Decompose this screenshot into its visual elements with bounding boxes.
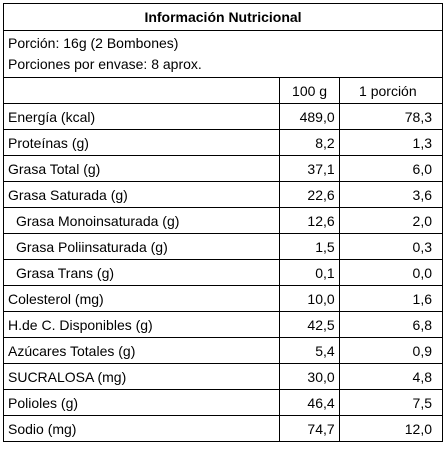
value-portion: 0,3 xyxy=(338,233,444,260)
nutrient-label: Colesterol (mg) xyxy=(2,285,281,312)
nutrient-row: Colesterol (mg) 10,0 1,6 xyxy=(2,285,444,312)
nutrient-label: H.de C. Disponibles (g) xyxy=(2,311,281,338)
nutrient-label: Proteínas (g) xyxy=(2,129,281,156)
value-100g: 5,4 xyxy=(279,337,340,364)
value-portion: 1,6 xyxy=(338,285,444,312)
portion-line: Porción: 16g (2 Bombones) xyxy=(8,35,179,51)
nutrient-label: Azúcares Totales (g) xyxy=(2,337,281,364)
value-100g: 1,5 xyxy=(279,233,340,260)
table-body: Información Nutricional Porción: 16g (2 … xyxy=(2,3,444,442)
portion-info: Porción: 16g (2 Bombones) Porciones por … xyxy=(3,30,443,78)
nutrient-label: Grasa Total (g) xyxy=(2,155,281,182)
value-100g: 10,0 xyxy=(279,285,340,312)
value-portion: 0,9 xyxy=(338,337,444,364)
value-portion: 7,5 xyxy=(338,389,444,416)
nutrient-label: Grasa Trans (g) xyxy=(2,259,281,286)
nutrition-table: Información Nutricional Porción: 16g (2 … xyxy=(2,3,444,442)
header-cell: 100 g xyxy=(279,77,340,104)
nutrient-label: Grasa Monoinsaturada (g) xyxy=(2,207,281,234)
value-100g: 489,0 xyxy=(279,103,340,130)
nutrient-label: SUCRALOSA (mg) xyxy=(2,363,281,390)
nutrient-row: Grasa Trans (g) 0,1 0,0 xyxy=(2,259,444,286)
nutrient-row: H.de C. Disponibles (g) 42,5 6,8 xyxy=(2,311,444,338)
nutrient-row: Grasa Poliinsaturada (g) 1,5 0,3 xyxy=(2,233,444,260)
nutrient-row: Grasa Monoinsaturada (g) 12,6 2,0 xyxy=(2,207,444,234)
nutrient-row: Energía (kcal) 489,0 78,3 xyxy=(2,103,444,130)
value-portion: 12,0 xyxy=(338,415,444,442)
nutrient-row: Grasa Total (g) 37,1 6,0 xyxy=(2,155,444,182)
value-portion: 6,0 xyxy=(338,155,444,182)
nutrient-row: SUCRALOSA (mg) 30,0 4,8 xyxy=(2,363,444,390)
value-100g: 46,4 xyxy=(279,389,340,416)
value-100g: 37,1 xyxy=(279,155,340,182)
value-portion: 2,0 xyxy=(338,207,444,234)
header-cell: 1 porción xyxy=(338,77,444,104)
nutrient-label: Grasa Poliinsaturada (g) xyxy=(2,233,281,260)
value-portion: 78,3 xyxy=(338,103,444,130)
value-portion: 1,3 xyxy=(338,129,444,156)
nutrient-row: Grasa Saturada (g) 22,6 3,6 xyxy=(2,181,444,208)
portion-line: Porciones por envase: 8 aprox. xyxy=(8,56,202,72)
value-100g: 12,6 xyxy=(279,207,340,234)
nutrient-label: Energía (kcal) xyxy=(2,103,281,130)
nutrient-label: Sodio (mg) xyxy=(2,415,281,442)
value-100g: 22,6 xyxy=(279,181,340,208)
value-100g: 42,5 xyxy=(279,311,340,338)
nutrient-row: Azúcares Totales (g) 5,4 0,9 xyxy=(2,337,444,364)
value-portion: 3,6 xyxy=(338,181,444,208)
title-row: Información Nutricional xyxy=(3,3,443,31)
value-portion: 6,8 xyxy=(338,311,444,338)
nutrient-label: Polioles (g) xyxy=(2,389,281,416)
nutrient-label: Grasa Saturada (g) xyxy=(2,181,281,208)
header-row: 100 g 1 porción xyxy=(2,77,444,104)
portion-row: Porción: 16g (2 Bombones) Porciones por … xyxy=(3,30,443,78)
value-portion: 0,0 xyxy=(338,259,444,286)
value-100g: 74,7 xyxy=(279,415,340,442)
nutrient-row: Sodio (mg) 74,7 12,0 xyxy=(2,415,444,442)
nutrient-row: Polioles (g) 46,4 7,5 xyxy=(2,389,444,416)
value-100g: 30,0 xyxy=(279,363,340,390)
header-cell xyxy=(2,77,281,104)
value-100g: 0,1 xyxy=(279,259,340,286)
value-portion: 4,8 xyxy=(338,363,444,390)
nutrient-row: Proteínas (g) 8,2 1,3 xyxy=(2,129,444,156)
value-100g: 8,2 xyxy=(279,129,340,156)
table-title: Información Nutricional xyxy=(3,3,443,31)
